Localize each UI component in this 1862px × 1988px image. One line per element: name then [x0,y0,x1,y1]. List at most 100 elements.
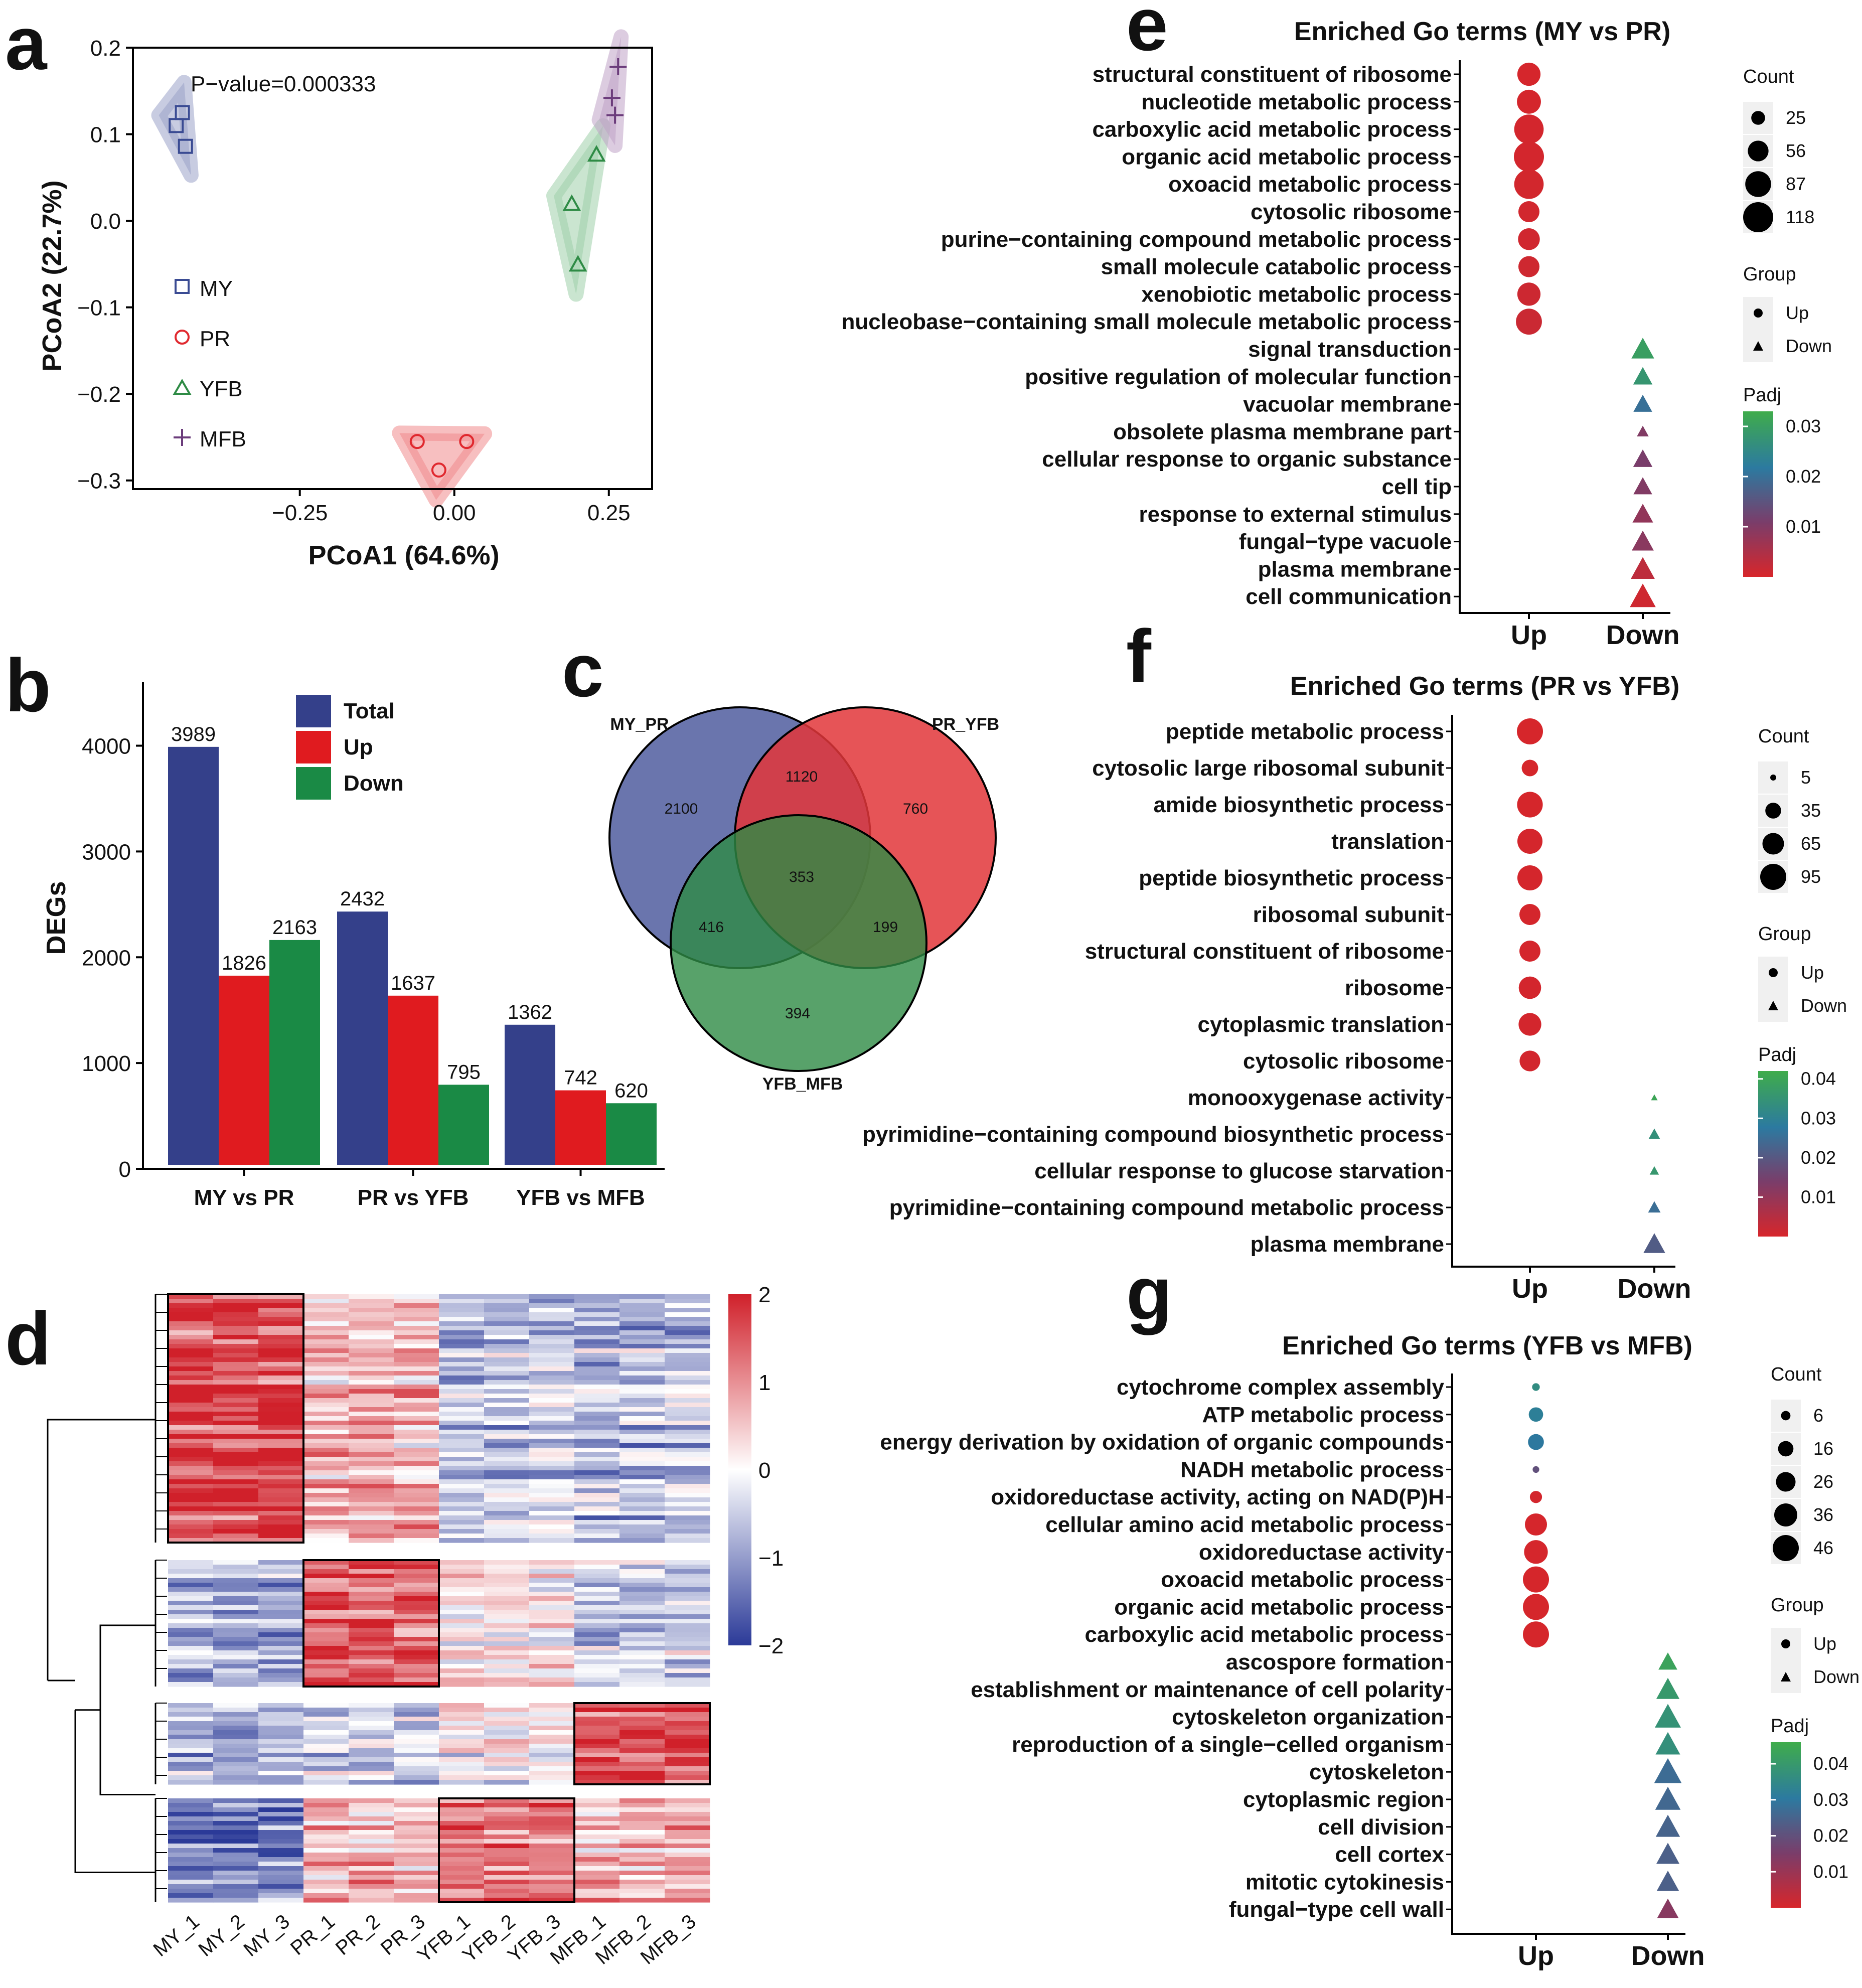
heatmap-cell [529,1712,575,1717]
heatmap-cell [258,1668,304,1673]
heatmap-cell [258,1583,304,1588]
heatmap-cell [258,1798,304,1803]
heatmap-cell [258,1619,304,1624]
heatmap-cell [258,1721,304,1726]
heatmap-cell [529,1479,575,1484]
heatmap-cell [484,1650,530,1655]
go-triangle-down [1654,1758,1682,1783]
heatmap-cell [303,1312,349,1317]
go-dot-up [1514,169,1544,199]
heatmap-cell [213,1659,259,1664]
heatmap-cell [665,1457,710,1462]
go-triangle-down [1631,557,1655,579]
heatmap-cell [213,1857,259,1862]
heatmap-cell [303,1637,349,1642]
heatmap-cell [529,1721,575,1726]
heatmap-cell [574,1587,620,1592]
heatmap-cell [213,1601,259,1606]
heatmap-cell [529,1448,575,1453]
pcoa-point-my [175,105,190,120]
go-dot-up [1518,228,1540,250]
go-dot-up [1524,1513,1547,1536]
padj-colorbar [1758,1071,1788,1237]
pcoa-point-pr [431,463,446,478]
count-legend-value: 5 [1801,767,1811,788]
heatmap-cell [484,1412,530,1417]
heatmap-cell [168,1717,214,1722]
heatmap-cell [394,1394,439,1399]
heatmap-cell [258,1875,304,1880]
heatmap-cell [665,1497,710,1502]
heatmap-cell [258,1375,304,1381]
heatmap-cell [529,1357,575,1362]
heatmap-cell [439,1294,485,1299]
heatmap-cell [529,1614,575,1619]
panel-label-g: g [1126,1251,1172,1335]
heatmap-cell [529,1605,575,1610]
heatmap-cell [619,1569,665,1574]
go-dot-up [1524,1540,1548,1564]
heatmap-cell [439,1762,485,1767]
heatmap-cell [213,1632,259,1637]
pcoa-point-yfb [562,194,581,211]
heatmap-cell [665,1493,710,1498]
heatmap-cell [529,1371,575,1376]
heatmap-cell [349,1534,394,1539]
heatmap-cell [439,1398,485,1403]
heatmap-cell [168,1875,214,1880]
bar-y-tick-label: 4000 [82,734,131,759]
heatmap-cell [303,1898,349,1903]
heatmap-cell [213,1614,259,1619]
heatmap-cell [665,1780,710,1785]
heatmap-cell [394,1371,439,1376]
heatmap-cell [258,1578,304,1583]
heatmap-cell [303,1775,349,1780]
heatmap-cell [529,1757,575,1762]
bar-legend: Total Up Down [296,695,404,800]
heatmap-cell [529,1703,575,1708]
heatmap-cell [529,1748,575,1753]
heatmap-cell [439,1344,485,1349]
heatmap-cell [349,1380,394,1385]
heatmap-cell [574,1637,620,1642]
pcoa-y-tick-label: −0.1 [77,296,121,321]
heatmap-cell [168,1712,214,1717]
heatmap-cell [394,1457,439,1462]
heatmap-cell [665,1312,710,1317]
heatmap-cell [665,1569,710,1574]
heatmap-cell [619,1632,665,1637]
heatmap-cell [619,1726,665,1731]
colorbar-tick-label: 0 [758,1458,770,1483]
heatmap-cell [574,1511,620,1516]
heatmap-cell [394,1605,439,1610]
heatmap-cell [258,1457,304,1462]
group-legend-dot-up [1754,309,1763,318]
go-dot-up [1517,282,1541,306]
heatmap-cell [258,1520,304,1525]
go-term-label: cytosolic ribosome [1243,1049,1444,1074]
heatmap-cell [394,1753,439,1758]
heatmap-cell [349,1538,394,1543]
heatmap-cell [213,1430,259,1435]
dotplot-f-title: Enriched Go terms (PR vs YFB) [1290,672,1679,701]
heatmap-cell [303,1646,349,1651]
heatmap-cell [439,1353,485,1358]
bar-up [388,995,438,1165]
go-triangle-down [1648,1201,1661,1213]
heatmap-cell [258,1479,304,1484]
heatmap-cell [529,1871,575,1876]
heatmap-cell [349,1574,394,1579]
heatmap-cell [665,1299,710,1304]
group-legend-triangle-down [1781,1672,1791,1681]
heatmap-cell [168,1403,214,1408]
bar-total [337,911,388,1165]
go-term-label: obsolete plasma membrane part [1113,419,1452,444]
go-dot-up [1528,1434,1544,1450]
heatmap-cell [484,1475,530,1480]
heatmap-cell [439,1726,485,1731]
heatmap-cell [439,1614,485,1619]
heatmap-cell [439,1744,485,1749]
heatmap-cell [529,1502,575,1507]
heatmap-cell [303,1461,349,1466]
heatmap-cell [258,1321,304,1326]
